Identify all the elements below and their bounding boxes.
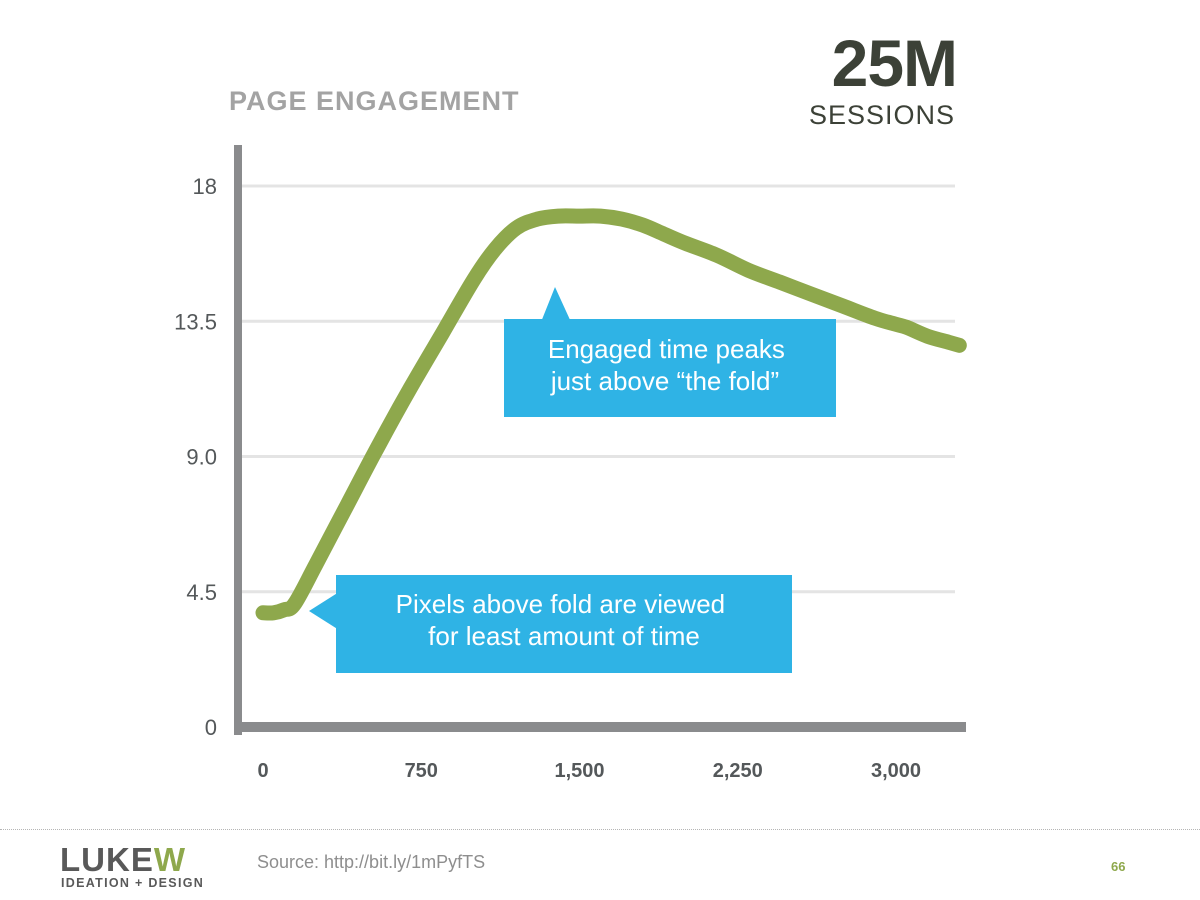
logo-tagline: IDEATION + DESIGN	[61, 876, 204, 890]
y-tick-label: 18	[193, 174, 217, 199]
callout-peak-line-2: just above “the fold”	[550, 366, 779, 396]
y-tick-label: 4.5	[186, 580, 217, 605]
x-tick-label: 0	[257, 760, 268, 782]
callout-fold-line-2: for least amount of time	[428, 621, 700, 651]
engagement-line	[255, 208, 967, 621]
x-tick-label: 2,250	[713, 760, 763, 782]
callout-fold-line-1: Pixels above fold are viewed	[396, 589, 726, 619]
sessions-count: 25M	[831, 26, 958, 100]
y-tick-label: 0	[205, 715, 217, 740]
logo-wordmark: LUKEW	[60, 845, 186, 878]
axes	[234, 145, 966, 735]
page-title: PAGE ENGAGEMENT	[229, 86, 520, 116]
x-tick-label: 1,500	[554, 760, 604, 782]
callout-fold-pointer	[309, 592, 339, 630]
x-tick-label: 750	[405, 760, 438, 782]
callout-fold-text: Pixels above fold are viewed for least a…	[396, 589, 733, 651]
logo-w: W	[154, 845, 186, 878]
footer-divider	[0, 829, 1200, 830]
y-tick-labels: 0 4.5 9.0 13.5 18	[174, 174, 217, 740]
callout-peak-line-1: Engaged time peaks	[548, 334, 785, 364]
y-axis-line	[234, 145, 242, 735]
x-tick-labels: 0 750 1,500 2,250 3,000	[257, 760, 921, 782]
y-tick-label: 13.5	[174, 309, 217, 334]
callout-peak-pointer	[541, 287, 571, 322]
source-citation: Source: http://bit.ly/1mPyfTS	[257, 852, 486, 872]
callout-fold: Pixels above fold are viewed for least a…	[309, 575, 792, 673]
page-number: 66	[1111, 859, 1126, 874]
sessions-label: SESSIONS	[808, 100, 955, 130]
callout-peak: Engaged time peaks just above “the fold”	[504, 287, 836, 417]
x-tick-label: 3,000	[871, 760, 921, 782]
callout-fold-box	[336, 575, 792, 673]
callout-peak-text: Engaged time peaks just above “the fold”	[548, 334, 792, 396]
lukew-logo: LUKEW IDEATION + DESIGN	[60, 845, 204, 890]
callout-peak-box	[504, 319, 836, 417]
y-tick-label: 9.0	[186, 445, 217, 470]
x-axis-line	[234, 722, 966, 732]
